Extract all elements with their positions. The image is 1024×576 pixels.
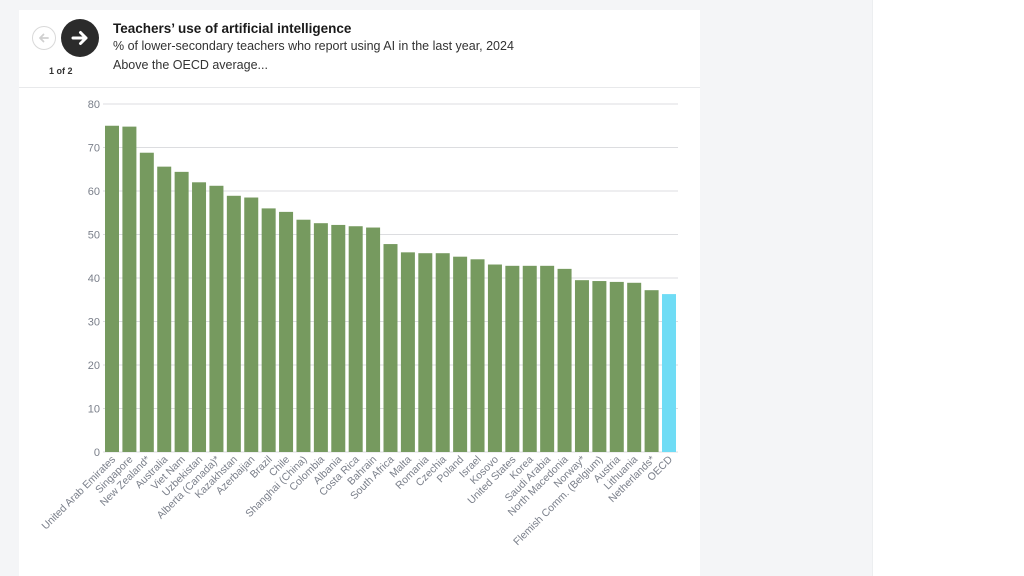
bar-chart: 0 10 20 30 40 50 60 70 80 United Arab EmiratesSi… (39, 99, 678, 548)
bar[interactable] (627, 282, 642, 452)
bar[interactable] (261, 208, 276, 452)
chart-title: Teachers’ use of artificial intelligence (113, 21, 352, 36)
bar[interactable] (540, 265, 555, 452)
y-axis-ticks: 0 10 20 30 40 50 60 70 80 (88, 99, 100, 459)
bar[interactable] (644, 290, 659, 452)
bar[interactable] (139, 152, 154, 452)
bar[interactable] (313, 223, 328, 452)
right-pane (872, 0, 1024, 576)
bar[interactable] (400, 252, 415, 452)
bar[interactable] (592, 281, 607, 452)
bar[interactable] (383, 244, 398, 452)
bar[interactable] (105, 125, 119, 452)
bars (105, 125, 676, 453)
bar[interactable] (244, 197, 259, 452)
arrow-right-icon (71, 31, 88, 45)
bar[interactable] (418, 253, 433, 452)
bar[interactable] (209, 185, 224, 452)
y-tick-label: 60 (88, 186, 100, 198)
y-tick-label: 50 (88, 230, 100, 242)
bar[interactable] (157, 166, 172, 452)
bar[interactable] (522, 265, 537, 452)
y-tick-label: 70 (88, 143, 100, 155)
next-button[interactable] (61, 19, 99, 57)
bar[interactable] (331, 224, 346, 452)
page-indicator: 1 of 2 (49, 66, 73, 76)
bar[interactable] (609, 281, 624, 452)
arrow-left-icon (39, 33, 49, 43)
bar[interactable] (348, 226, 363, 452)
bar[interactable] (122, 126, 137, 453)
bar[interactable] (574, 280, 589, 452)
y-tick-label: 80 (88, 99, 100, 111)
previous-button[interactable] (32, 26, 56, 50)
bar[interactable] (435, 253, 450, 452)
y-tick-label: 40 (88, 273, 100, 285)
bar[interactable] (453, 256, 468, 452)
bar[interactable] (192, 182, 207, 453)
y-tick-label: 10 (88, 404, 100, 416)
y-tick-label: 0 (94, 447, 100, 459)
bar[interactable] (470, 259, 485, 452)
chart-card: 1 of 2 Teachers’ use of artificial intel… (19, 10, 700, 576)
bar-oecd-average[interactable] (662, 294, 676, 452)
bar[interactable] (366, 227, 381, 452)
bar[interactable] (174, 171, 189, 453)
bar[interactable] (279, 211, 294, 452)
y-tick-label: 30 (88, 317, 100, 329)
bar[interactable] (487, 264, 502, 452)
bar[interactable] (226, 195, 241, 452)
chart-subtitle: % of lower-secondary teachers who report… (113, 39, 514, 53)
chart-note: Above the OECD average... (113, 58, 268, 72)
bar[interactable] (296, 219, 311, 452)
bar[interactable] (557, 268, 572, 452)
bar[interactable] (505, 265, 520, 452)
chart-header: 1 of 2 Teachers’ use of artificial intel… (19, 10, 700, 88)
y-tick-label: 20 (88, 360, 100, 372)
